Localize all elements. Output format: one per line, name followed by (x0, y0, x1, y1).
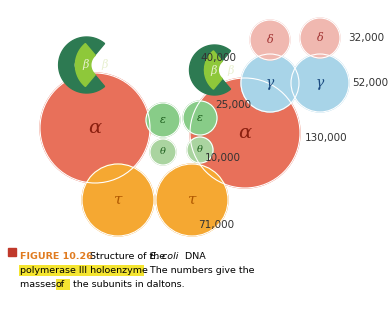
Text: θ: θ (160, 148, 166, 156)
Text: β: β (83, 59, 89, 71)
Text: 130,000: 130,000 (305, 133, 347, 143)
Text: . The numbers give the: . The numbers give the (144, 266, 255, 275)
Text: masses: masses (20, 280, 59, 289)
Text: the subunits in daltons.: the subunits in daltons. (70, 280, 184, 289)
Text: 25,000: 25,000 (215, 100, 251, 110)
Text: 52,000: 52,000 (352, 78, 388, 88)
Circle shape (40, 73, 150, 183)
Text: α: α (238, 124, 252, 142)
Polygon shape (58, 37, 105, 93)
Circle shape (300, 18, 340, 58)
Polygon shape (204, 51, 222, 89)
Text: ε: ε (197, 113, 203, 123)
Text: δ: δ (267, 35, 273, 45)
Circle shape (291, 54, 349, 112)
Text: τ: τ (188, 193, 196, 207)
Polygon shape (75, 44, 95, 86)
Text: 71,000: 71,000 (198, 220, 234, 230)
Circle shape (183, 101, 217, 135)
Text: β: β (211, 65, 217, 75)
Circle shape (190, 78, 300, 188)
Circle shape (187, 137, 213, 163)
Text: β: β (101, 59, 107, 71)
Text: FIGURE 10.26: FIGURE 10.26 (20, 252, 93, 261)
FancyBboxPatch shape (19, 265, 144, 276)
FancyBboxPatch shape (56, 279, 70, 290)
Text: 40,000: 40,000 (200, 53, 236, 63)
Bar (8, 248, 16, 256)
Text: θ: θ (197, 146, 203, 155)
Text: 10,000: 10,000 (205, 153, 241, 163)
Circle shape (150, 139, 176, 165)
Text: β: β (227, 65, 234, 75)
Text: Structure of the: Structure of the (87, 252, 168, 261)
Circle shape (241, 54, 299, 112)
Circle shape (156, 164, 228, 236)
Text: γ: γ (316, 76, 324, 90)
Text: ε: ε (160, 115, 166, 125)
Circle shape (146, 103, 180, 137)
Text: 32,000: 32,000 (348, 33, 384, 43)
Text: polymerase III holoenzyme: polymerase III holoenzyme (20, 266, 148, 275)
Polygon shape (190, 45, 230, 95)
Text: DNA: DNA (182, 252, 206, 261)
Circle shape (250, 20, 290, 60)
Text: E. coli: E. coli (150, 252, 178, 261)
Text: of: of (56, 280, 65, 289)
Text: δ: δ (317, 33, 323, 43)
Text: γ: γ (266, 76, 274, 90)
Circle shape (82, 164, 154, 236)
Text: τ: τ (114, 193, 122, 207)
Text: α: α (89, 119, 101, 137)
